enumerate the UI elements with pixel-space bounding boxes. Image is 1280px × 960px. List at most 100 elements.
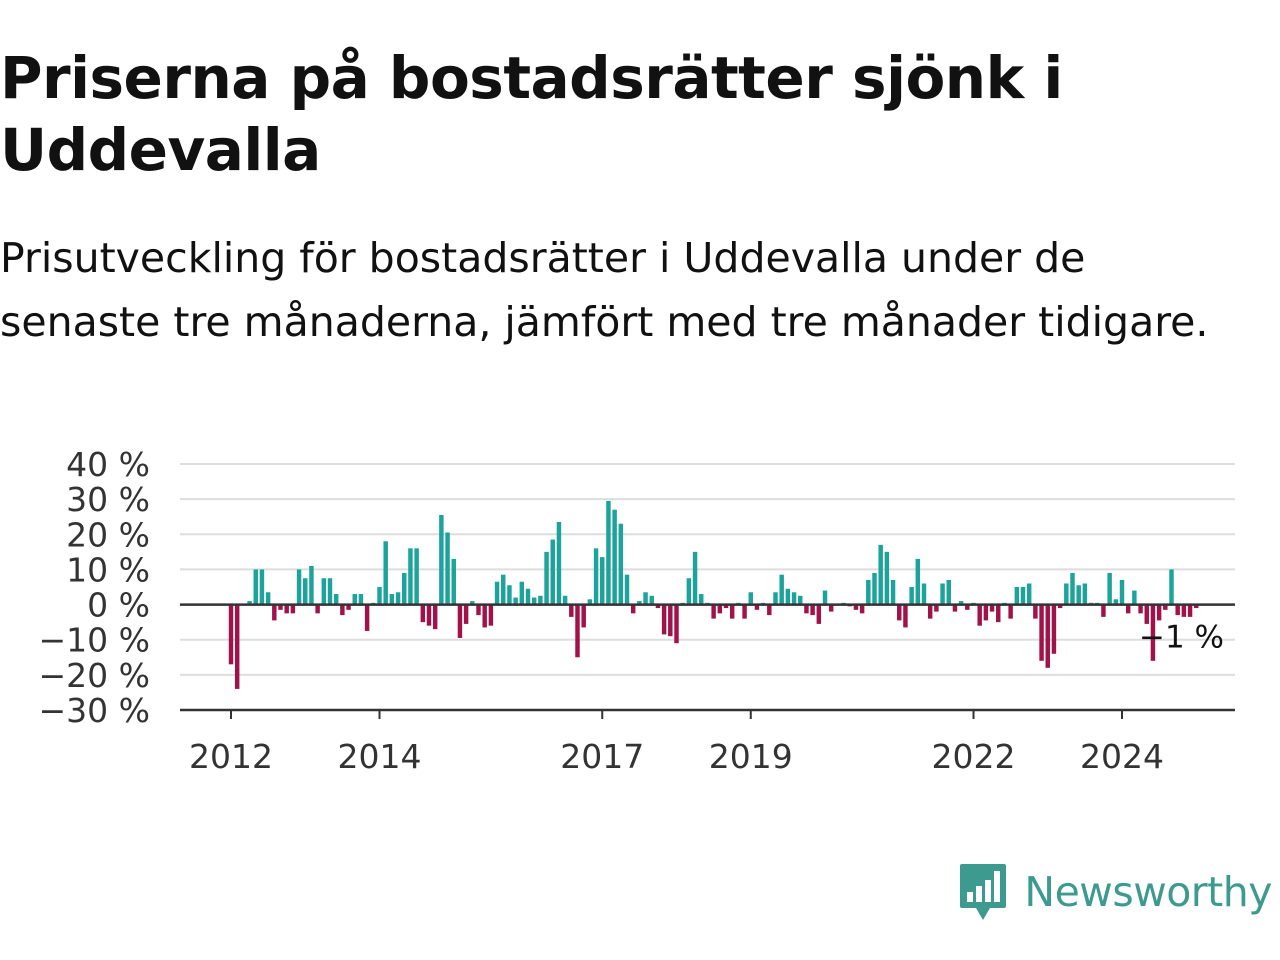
bar (897, 604, 902, 621)
bar (810, 604, 815, 616)
bar (1008, 604, 1013, 619)
bar (284, 604, 289, 614)
bar (612, 509, 617, 605)
bar (556, 521, 562, 605)
bar (723, 604, 729, 609)
bar (630, 604, 636, 614)
bar (470, 601, 475, 605)
bar (278, 604, 283, 610)
bar (773, 592, 778, 605)
bar (457, 604, 463, 638)
bar (1101, 604, 1106, 617)
bar (1150, 604, 1156, 661)
bar (420, 604, 426, 623)
bar (290, 604, 296, 614)
bar (952, 604, 958, 612)
bar (686, 578, 692, 605)
bar (748, 592, 753, 605)
last-value-label: −1 % (1139, 620, 1224, 656)
bar (996, 604, 1001, 623)
bar (618, 523, 624, 605)
bar (822, 590, 828, 605)
x-tick-label: 2014 (338, 737, 422, 776)
bar (315, 604, 320, 614)
x-tick-label: 2019 (709, 737, 793, 776)
bar (674, 604, 679, 644)
bar (1132, 590, 1137, 605)
bar (866, 579, 871, 605)
y-tick-label: 10 % (66, 550, 150, 589)
bar (501, 574, 506, 605)
page-subtitle: Prisutveckling för bostadsrätter i Uddev… (0, 234, 1209, 346)
bar (1026, 583, 1032, 605)
bar (1070, 572, 1075, 605)
bar (463, 604, 469, 624)
bar (395, 592, 401, 605)
bar (525, 588, 531, 605)
bar (408, 548, 413, 605)
bar (519, 581, 525, 605)
bar (494, 581, 500, 605)
y-tick-label: 30 % (66, 480, 150, 519)
bar (637, 601, 642, 605)
bar (426, 604, 432, 626)
bar (1175, 604, 1180, 616)
bar (1020, 587, 1026, 605)
bar (983, 604, 989, 621)
bar (253, 569, 258, 605)
bar (1051, 604, 1057, 654)
bar (606, 500, 611, 605)
bar (1014, 587, 1020, 605)
bar (346, 604, 351, 610)
bar (909, 587, 914, 605)
bar (476, 604, 481, 616)
bar (482, 604, 487, 628)
bar (958, 601, 964, 605)
bar (513, 597, 518, 605)
bar (965, 604, 970, 610)
bar (303, 578, 308, 605)
bar (927, 604, 933, 619)
bar (581, 604, 586, 628)
bar (828, 604, 834, 612)
bar (272, 604, 277, 621)
bar (358, 594, 364, 605)
bar (859, 604, 865, 614)
bar (1119, 579, 1125, 605)
bar (729, 604, 735, 619)
bar (934, 604, 939, 612)
bar (538, 595, 543, 605)
bar (1033, 604, 1038, 619)
bar (296, 569, 302, 605)
bar (327, 578, 333, 605)
bar (946, 579, 951, 605)
bar (661, 604, 667, 635)
y-tick-label: 20 % (66, 515, 150, 554)
bar (878, 544, 883, 605)
bar (1194, 604, 1199, 609)
bar (853, 604, 859, 610)
bar (643, 592, 648, 605)
bar (785, 588, 791, 605)
bar (1064, 583, 1069, 605)
x-tick-label: 2017 (560, 737, 644, 776)
bar (977, 604, 982, 626)
y-tick-label: 40 % (66, 445, 150, 484)
bar (816, 604, 822, 624)
bar (903, 604, 908, 628)
bar (1181, 604, 1187, 617)
bar (940, 583, 945, 605)
bar (668, 604, 673, 637)
bar (1125, 604, 1131, 614)
bar (364, 604, 370, 631)
bar (1039, 604, 1044, 661)
bar (699, 594, 704, 605)
bar (624, 574, 630, 605)
bar (791, 592, 797, 605)
logo-text: Newsworthy (1024, 868, 1272, 916)
newsworthy-chart-icon (960, 864, 1007, 920)
bar (265, 592, 271, 605)
bar (649, 595, 654, 605)
bar (1163, 604, 1168, 610)
bar (352, 594, 357, 605)
